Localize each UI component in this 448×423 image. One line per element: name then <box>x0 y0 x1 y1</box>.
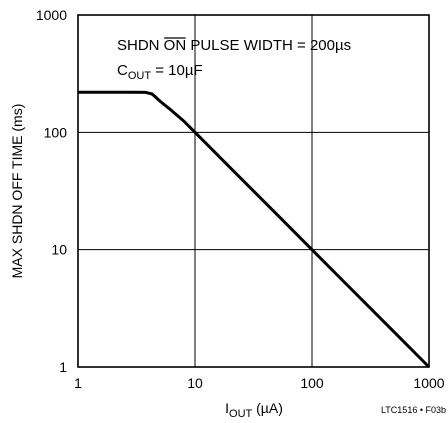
y-axis-label: MAX SHDN OFF TIME (ms) <box>9 104 25 279</box>
plot-frame <box>77 14 430 368</box>
x-tick-label: 1000 <box>413 375 444 391</box>
y-tick-label: 1 <box>59 359 67 375</box>
x-tick-label: 1 <box>74 375 82 391</box>
annotation-line-2: COUT = 10µF <box>117 62 203 82</box>
figure-reference: LTC1516 • F03b <box>381 405 446 415</box>
tick-labels: 1 10 100 1000 1 10 100 1000 <box>36 7 445 391</box>
grid <box>78 15 429 367</box>
y-tick-label: 100 <box>44 124 68 140</box>
annotation-line-1: SHDN ON PULSE WIDTH = 200µs <box>117 37 351 54</box>
series-line <box>78 90 431 369</box>
x-tick-label: 10 <box>187 375 203 391</box>
y-tick-label: 1000 <box>36 7 67 23</box>
x-tick-label: 100 <box>300 375 324 391</box>
series-layer <box>78 90 431 369</box>
x-axis-label: IOUT (µA) <box>225 400 283 420</box>
y-tick-label: 10 <box>51 242 67 258</box>
